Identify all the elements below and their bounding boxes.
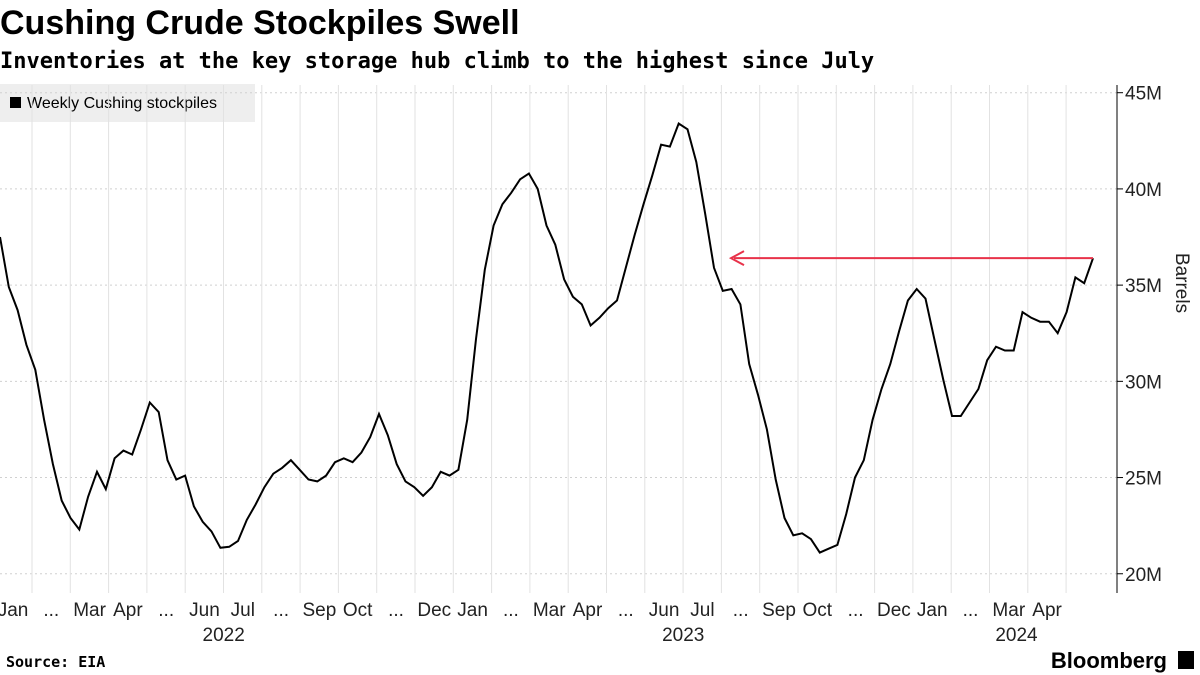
- year-label: 2023: [662, 625, 704, 646]
- annotation-arrowhead: [728, 250, 745, 267]
- y-tick-label: 45M: [1125, 84, 1162, 105]
- legend-swatch: [10, 97, 21, 108]
- x-tick-label: Jun: [189, 600, 220, 621]
- y-tick-label: 20M: [1125, 565, 1162, 586]
- x-tick-label: ...: [158, 600, 174, 621]
- x-tick-label: ...: [43, 600, 59, 621]
- y-axis-label: Barrels: [1171, 253, 1192, 313]
- x-tick-label: Jul: [690, 600, 714, 621]
- x-tick-label: Mar: [992, 600, 1025, 621]
- x-tick-label: ...: [273, 600, 289, 621]
- x-tick-label: ...: [618, 600, 634, 621]
- x-tick-label: Jul: [231, 600, 255, 621]
- y-tick-label: 35M: [1125, 276, 1162, 297]
- y-tick-label: 30M: [1125, 372, 1162, 393]
- x-tick-label: ...: [503, 600, 519, 621]
- chart-title: Cushing Crude Stockpiles Swell: [0, 4, 520, 42]
- y-tick-label: 40M: [1125, 180, 1162, 201]
- x-tick-label: Mar: [73, 600, 106, 621]
- year-label: 2024: [995, 625, 1038, 646]
- x-tick-label: ...: [733, 600, 749, 621]
- x-tick-label: Jan: [0, 600, 28, 621]
- x-tick-label: Apr: [1032, 600, 1062, 621]
- x-tick-label: Apr: [113, 600, 143, 621]
- brand-icon: [1178, 651, 1194, 669]
- x-tick-label: Dec: [417, 600, 451, 621]
- chart-subtitle: Inventories at the key storage hub climb…: [0, 49, 874, 74]
- x-tick-label: Jan: [457, 600, 488, 621]
- x-tick-label: ...: [963, 600, 979, 621]
- x-tick-label: ...: [848, 600, 864, 621]
- x-tick-label: Jan: [917, 600, 948, 621]
- legend-box: [0, 84, 255, 122]
- x-tick-label: Dec: [877, 600, 911, 621]
- x-tick-label: Apr: [573, 600, 603, 621]
- legend-label: Weekly Cushing stockpiles: [27, 95, 217, 112]
- year-label: 2022: [203, 625, 245, 646]
- x-tick-label: Jun: [649, 600, 680, 621]
- x-tick-label: Oct: [343, 600, 373, 621]
- x-tick-label: Oct: [803, 600, 833, 621]
- x-tick-label: Mar: [533, 600, 566, 621]
- brand: Bloomberg: [1051, 648, 1167, 673]
- x-tick-label: ...: [388, 600, 404, 621]
- x-tick-label: Sep: [762, 600, 796, 621]
- data-line: [0, 121, 1094, 554]
- source: Source: EIA: [6, 653, 105, 671]
- x-tick-label: Sep: [302, 600, 336, 621]
- y-tick-label: 25M: [1125, 469, 1162, 490]
